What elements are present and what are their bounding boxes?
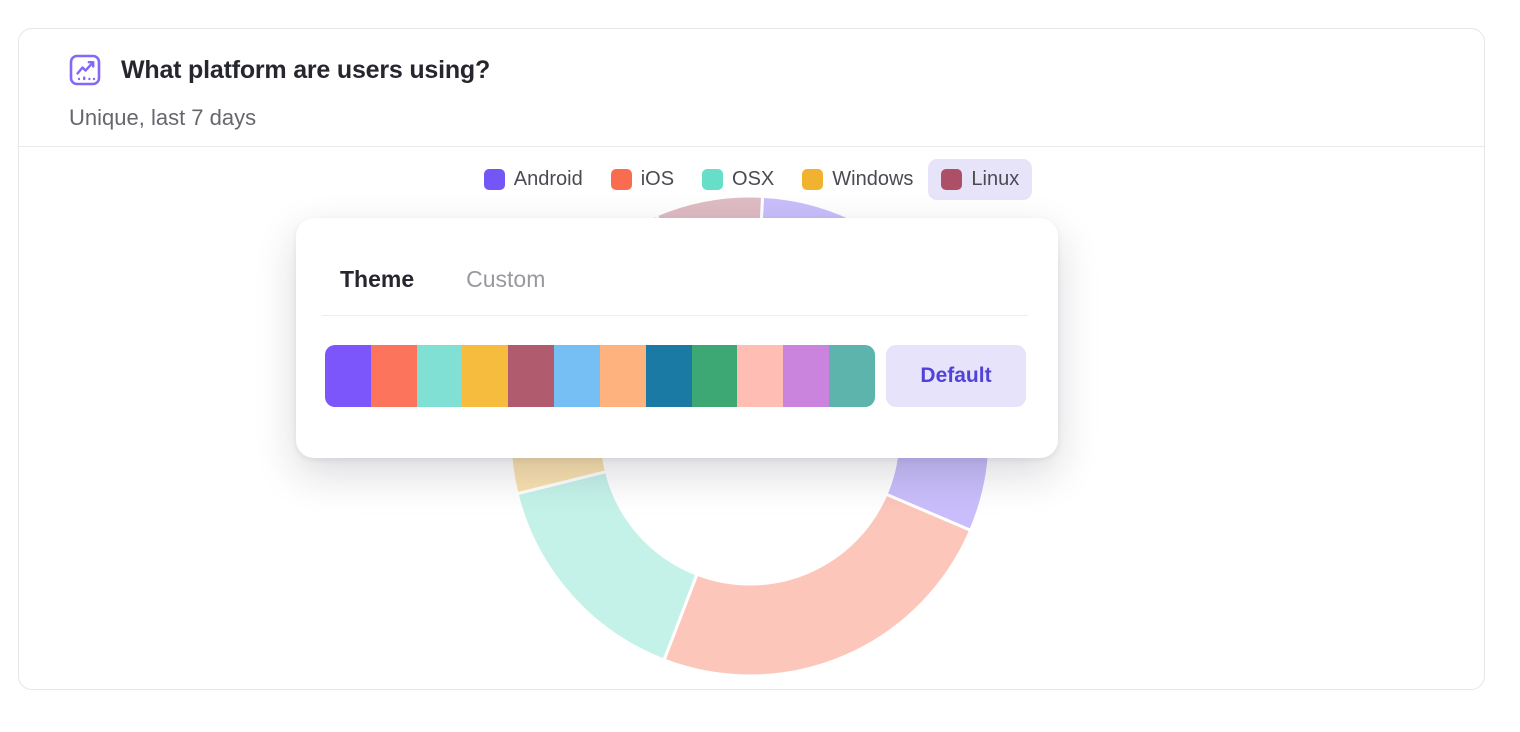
donut-segment-ios[interactable] [662, 492, 973, 678]
palette-swatch-7[interactable] [599, 345, 646, 407]
windows-color-chip [802, 169, 824, 190]
palette-swatch-10[interactable] [737, 345, 784, 407]
chart-card: What platform are users using? Unique, l… [18, 28, 1485, 690]
card-header: What platform are users using? Unique, l… [19, 29, 1484, 147]
palette-swatch-3[interactable] [416, 345, 463, 407]
legend-item-ios[interactable]: iOS [598, 159, 687, 200]
palette-swatch-1[interactable] [325, 345, 371, 407]
linux-color-chip [941, 169, 963, 190]
legend-label: Android [513, 168, 583, 190]
donut-segment-osx[interactable] [515, 470, 699, 662]
legend-item-android[interactable]: Android [471, 159, 596, 200]
tab-custom[interactable]: Custom [466, 266, 546, 292]
legend-label: OSX [732, 168, 775, 190]
ios-color-chip [610, 169, 632, 190]
legend-label: iOS [640, 168, 675, 190]
palette-swatch-12[interactable] [829, 345, 875, 407]
legend-item-osx[interactable]: OSX [689, 159, 787, 200]
palette-swatch-11[interactable] [783, 345, 830, 407]
chart-subtitle: Unique, last 7 days [69, 105, 257, 130]
popover-divider [322, 315, 1028, 316]
chart-body: Android iOS OSX Windows Linux [19, 147, 1484, 689]
palette-swatch-8[interactable] [645, 345, 692, 407]
osx-color-chip [702, 169, 724, 190]
palette-swatch-2[interactable] [370, 345, 417, 407]
legend-label: Linux [971, 168, 1020, 190]
legend-item-windows[interactable]: Windows [789, 159, 926, 200]
palette-swatch-6[interactable] [554, 345, 600, 407]
theme-popover: Theme Custom [296, 218, 1058, 458]
android-color-chip [483, 169, 505, 190]
popover-tabs: Theme Custom [340, 266, 545, 293]
legend-label: Windows [832, 168, 914, 190]
palette-swatch-4[interactable] [462, 345, 509, 407]
page-title: What platform are users using? [121, 55, 491, 84]
legend-item-linux[interactable]: Linux [928, 159, 1033, 200]
palette-swatch-9[interactable] [691, 345, 738, 407]
default-theme-button[interactable]: Default [886, 345, 1026, 407]
line-chart-icon [69, 54, 101, 86]
theme-palette [325, 345, 875, 407]
tab-theme[interactable]: Theme [340, 266, 415, 292]
palette-swatch-5[interactable] [508, 345, 555, 407]
chart-legend: Android iOS OSX Windows Linux [19, 159, 1484, 200]
